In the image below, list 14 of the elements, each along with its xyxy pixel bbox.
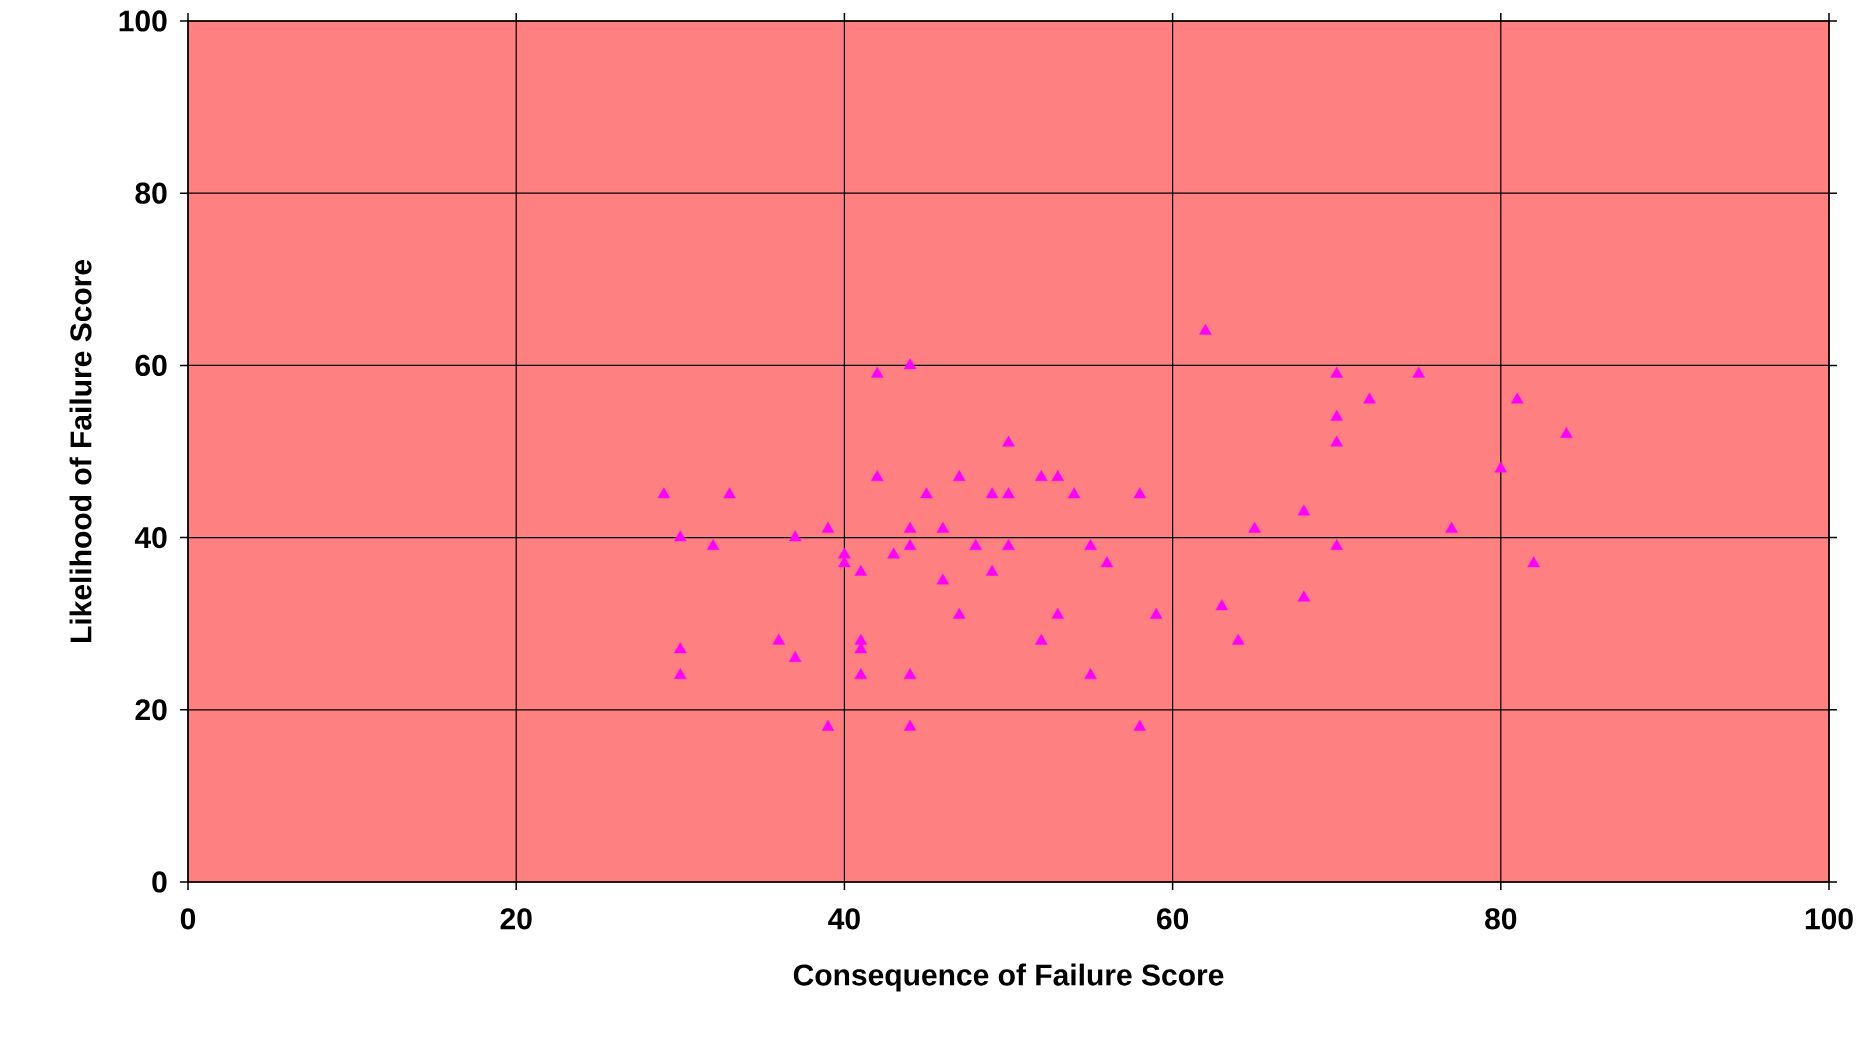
x-axis-title: Consequence of Failure Score [793, 963, 1224, 992]
x-tick-label: 40 [828, 908, 860, 930]
x-tick-label: 80 [1485, 908, 1517, 930]
y-tick-label: 20 [135, 699, 167, 721]
x-tick-label: 100 [1805, 908, 1853, 930]
x-tick-label: 60 [1157, 908, 1189, 930]
y-axis-title: Likelihood of Failure Score [69, 259, 92, 643]
y-tick-label: 100 [119, 10, 167, 32]
y-tick-label: 40 [134, 526, 167, 549]
y-tick-label: 60 [135, 354, 167, 377]
x-tick-label: 20 [500, 908, 532, 930]
y-tick-label: 0 [152, 871, 167, 893]
y-tick-label: 80 [135, 182, 167, 204]
x-tick-label: 0 [180, 908, 196, 930]
